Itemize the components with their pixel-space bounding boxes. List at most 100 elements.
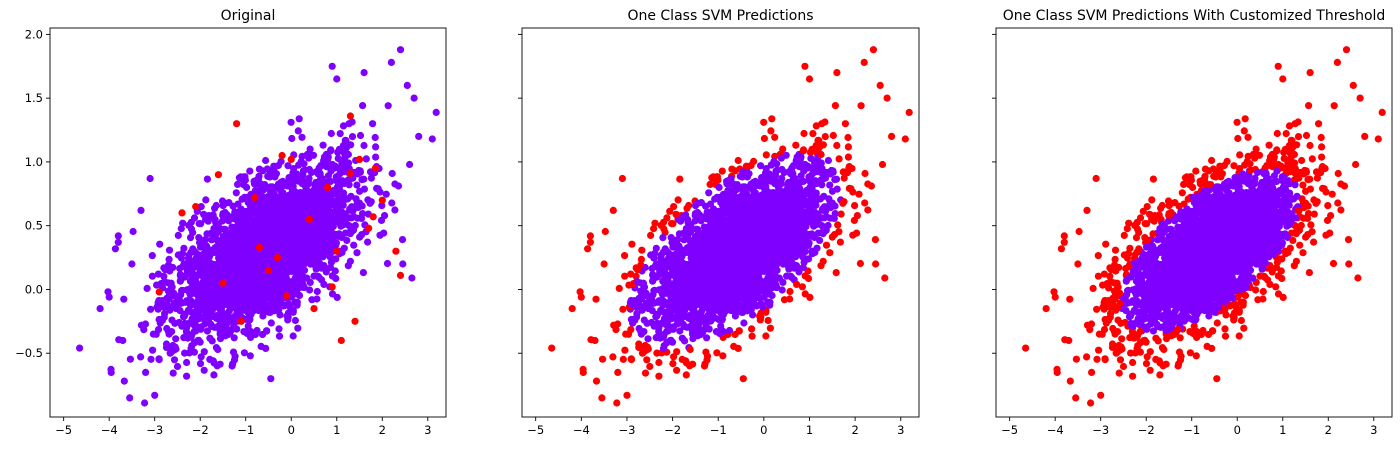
outlier-point [800, 129, 808, 138]
inlier-point [313, 295, 321, 303]
outlier-point [809, 130, 817, 138]
inlier-point [221, 199, 229, 207]
inlier-point [190, 327, 198, 336]
inlier-point [269, 303, 277, 311]
inlier-point [377, 216, 386, 224]
inlier-point [403, 81, 411, 89]
inlier-point [181, 321, 189, 329]
inlier-point [220, 287, 228, 295]
outlier-point [832, 269, 840, 277]
inlier-point [345, 181, 353, 189]
inlier-point [234, 180, 242, 188]
inlier-point [371, 133, 379, 142]
inlier-point [281, 224, 289, 232]
inlier-point [770, 157, 778, 166]
inlier-point [230, 304, 239, 312]
inlier-point [332, 255, 340, 263]
inlier-point [105, 293, 113, 301]
inlier-point [250, 228, 258, 236]
inlier-point [274, 209, 282, 217]
outlier-point [638, 246, 646, 254]
outlier-point [849, 188, 857, 196]
inlier-point [126, 394, 134, 402]
outlier-point [760, 118, 768, 126]
inlier-point [196, 286, 204, 294]
inlier-point [319, 249, 327, 257]
inlier-point [270, 162, 278, 170]
inlier-point [328, 188, 336, 196]
inlier-point [350, 241, 358, 249]
outlier-point [264, 266, 273, 274]
inlier-point [778, 286, 786, 294]
inlier-point [333, 196, 342, 204]
inlier-point [179, 262, 187, 270]
inlier-point [96, 305, 104, 313]
inlier-point [141, 320, 150, 328]
inlier-point [816, 236, 824, 244]
inlier-point [383, 259, 392, 268]
inlier-point [327, 167, 335, 175]
inlier-point [258, 235, 266, 243]
inlier-point [808, 230, 816, 238]
inlier-point [245, 316, 253, 324]
inlier-point [415, 132, 423, 140]
inlier-point [286, 216, 294, 224]
inlier-point [173, 362, 182, 371]
inlier-point [199, 297, 207, 305]
inlier-point [168, 316, 176, 324]
inlier-point [161, 278, 170, 286]
inlier-point [288, 253, 296, 261]
inlier-point [244, 308, 252, 316]
inlier-point [277, 178, 285, 187]
inlier-point [291, 316, 299, 325]
inlier-point [359, 102, 367, 110]
inlier-point [198, 305, 206, 313]
inlier-point [221, 332, 229, 340]
inlier-point [637, 328, 645, 336]
inlier-point [237, 205, 245, 213]
outlier-point [396, 271, 405, 279]
inlier-point [398, 236, 407, 244]
inlier-point [325, 238, 333, 246]
inlier-point [179, 219, 187, 227]
inlier-point [266, 184, 274, 192]
inlier-point [198, 236, 206, 244]
inlier-point [230, 249, 238, 257]
inlier-point [358, 176, 366, 184]
inlier-point [275, 268, 284, 276]
inlier-point [213, 220, 221, 228]
inlier-point [223, 238, 231, 246]
inlier-point [283, 312, 291, 320]
y-tick-label: 0.0 [25, 282, 43, 296]
inlier-point [320, 280, 328, 288]
inlier-point [191, 321, 199, 329]
inlier-point [200, 210, 208, 218]
inlier-point [328, 215, 337, 223]
outlier-point [650, 225, 658, 233]
inlier-point [327, 247, 335, 255]
inlier-point [333, 75, 341, 83]
outlier-point [632, 272, 640, 280]
inlier-point [335, 145, 343, 153]
inlier-point [168, 348, 176, 356]
inlier-point [299, 247, 307, 255]
inlier-point [257, 342, 265, 350]
inlier-point [269, 192, 277, 200]
inlier-point [376, 231, 384, 239]
inlier-point [308, 204, 316, 212]
inlier-point [257, 198, 265, 206]
inlier-point [167, 279, 175, 287]
outlier-point [844, 143, 853, 151]
inlier-point [203, 216, 211, 224]
outlier-point [641, 369, 650, 377]
outlier-point [706, 180, 714, 188]
inlier-point [189, 245, 197, 253]
inlier-point [319, 141, 327, 149]
inlier-point [199, 278, 207, 286]
inlier-point [327, 194, 335, 202]
inlier-point [183, 372, 191, 380]
inlier-point [358, 210, 367, 218]
outlier-point [192, 203, 200, 211]
inlier-point [268, 243, 277, 251]
inlier-point [804, 202, 812, 210]
